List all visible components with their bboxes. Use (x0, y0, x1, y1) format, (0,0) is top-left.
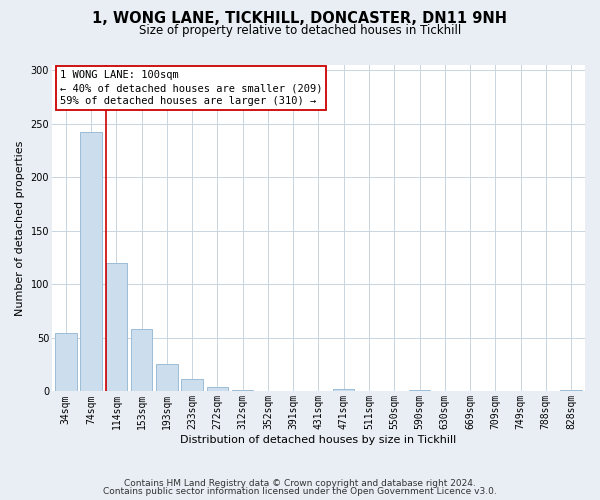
Y-axis label: Number of detached properties: Number of detached properties (15, 140, 25, 316)
Bar (106, 263, 127, 392)
Text: 1, WONG LANE, TICKHILL, DONCASTER, DN11 9NH: 1, WONG LANE, TICKHILL, DONCASTER, DN11 … (92, 11, 508, 26)
Bar (80, 132, 102, 392)
Bar (560, 390, 582, 392)
Text: 1 WONG LANE: 100sqm
← 40% of detached houses are smaller (209)
59% of detached h: 1 WONG LANE: 100sqm ← 40% of detached ho… (60, 70, 322, 106)
Text: Size of property relative to detached houses in Tickhill: Size of property relative to detached ho… (139, 24, 461, 37)
Bar (409, 390, 430, 392)
Text: Contains HM Land Registry data © Crown copyright and database right 2024.: Contains HM Land Registry data © Crown c… (124, 478, 476, 488)
Bar (232, 390, 253, 392)
Bar (333, 390, 355, 392)
Bar (156, 364, 178, 392)
Bar (131, 330, 152, 392)
Bar (206, 387, 228, 392)
X-axis label: Distribution of detached houses by size in Tickhill: Distribution of detached houses by size … (181, 435, 457, 445)
Bar (181, 378, 203, 392)
Bar (55, 332, 77, 392)
Text: Contains public sector information licensed under the Open Government Licence v3: Contains public sector information licen… (103, 487, 497, 496)
